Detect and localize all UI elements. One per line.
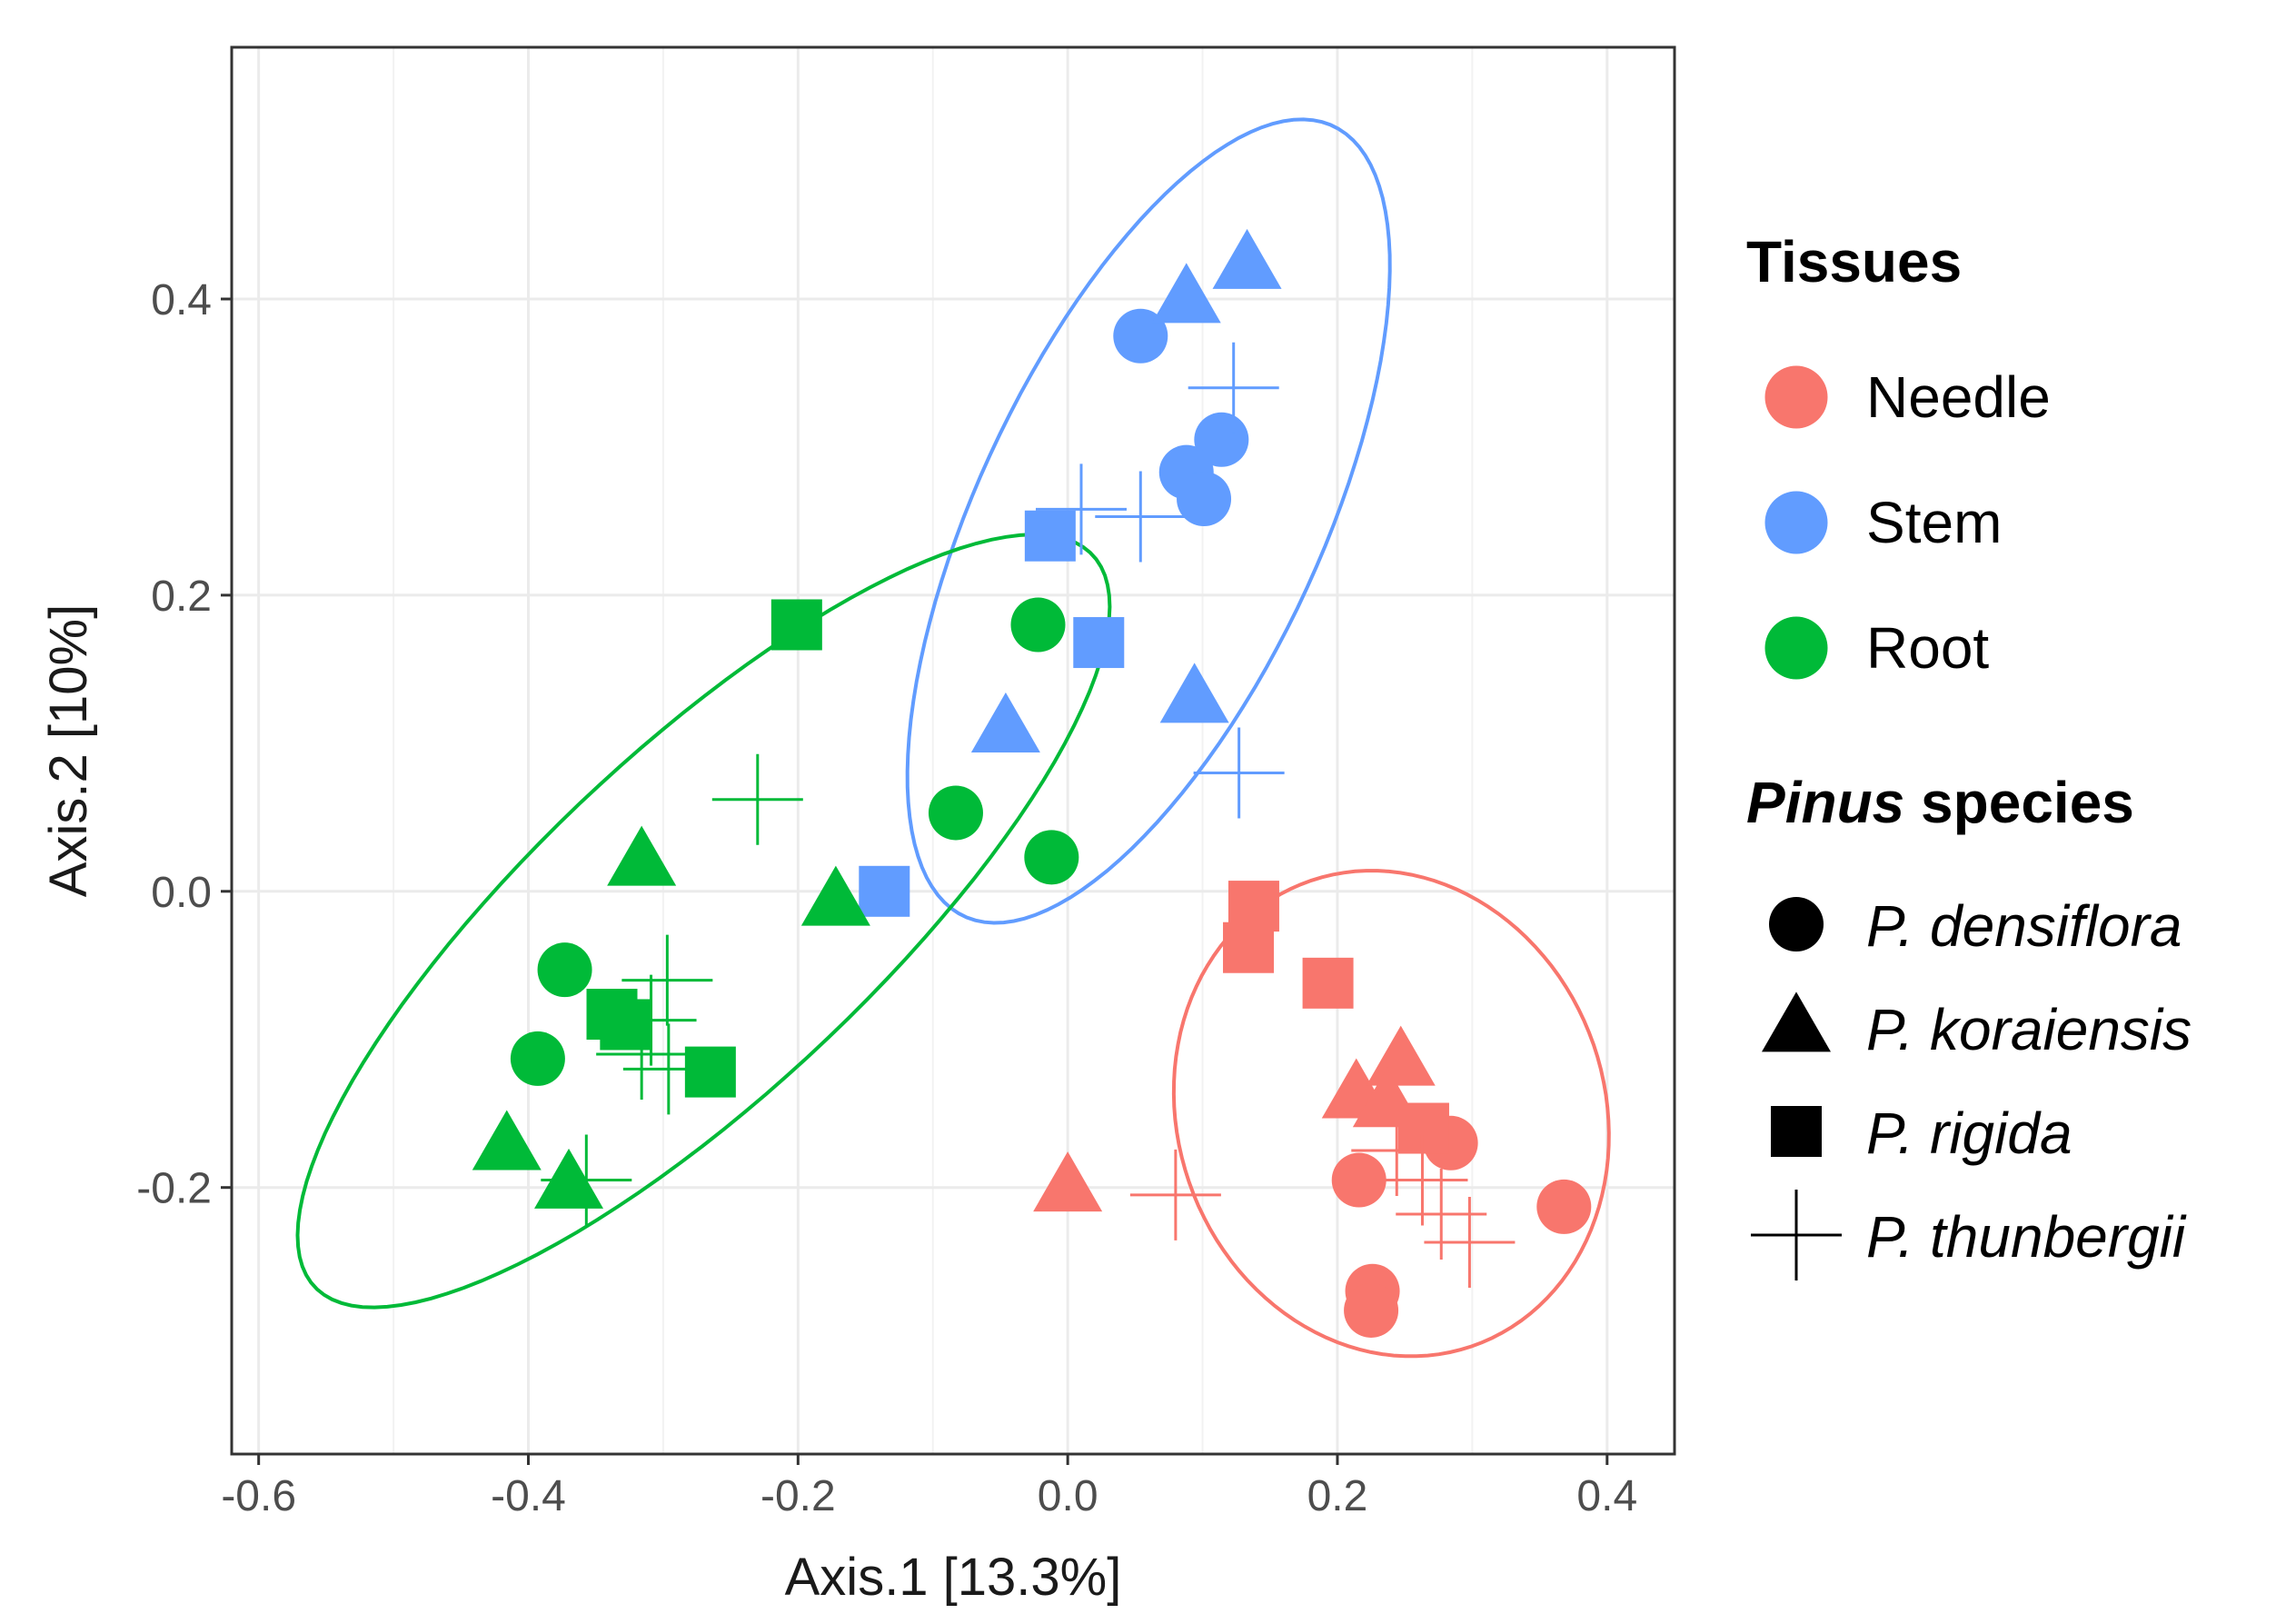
point-needle-rigida [1223, 922, 1275, 973]
x-tick-label: -0.6 [221, 1472, 296, 1520]
panel-background [232, 47, 1675, 1454]
point-root-koraiensis [472, 1110, 542, 1171]
y-axis-title: Axis.2 [10%] [39, 604, 98, 897]
point-needle-koraiensis [1366, 1025, 1436, 1086]
point-stem-densiflora [1177, 471, 1232, 526]
panel-border [230, 45, 1676, 1456]
point-needle-rigida [1302, 957, 1354, 1009]
legend-label-thunbergii: P. thunbergii [1866, 1204, 2187, 1270]
x-axis-title: Axis.1 [13.3%] [785, 1548, 1122, 1607]
point-root-thunbergii [621, 934, 713, 1026]
legend-label-rigida: P. rigida [1866, 1101, 2072, 1166]
legend-key-densiflora [1769, 897, 1824, 951]
plot-panel [232, 47, 1675, 1454]
legend-key-stem [1764, 491, 1828, 554]
point-needle-densiflora [1536, 1179, 1592, 1234]
legend-title-species: Pinus species [1746, 770, 2134, 835]
legend-key-rigida [1771, 1106, 1822, 1157]
legend-key-thunbergii [1751, 1190, 1842, 1280]
point-root-rigida [684, 1046, 736, 1098]
legend-label-root: Root [1866, 615, 1989, 681]
point-root-densiflora [928, 785, 983, 841]
point-stem-koraiensis [1151, 263, 1221, 324]
x-tick-label: 0.4 [1576, 1472, 1637, 1520]
ellipse-needle [1171, 869, 1611, 1359]
data-points [472, 228, 1592, 1338]
point-root-densiflora [510, 1031, 565, 1086]
point-stem-thunbergii [1035, 463, 1127, 555]
legend-label-densiflora: P. densiflora [1866, 893, 2182, 959]
point-needle-thunbergii [1396, 1169, 1487, 1260]
x-tick-label: 0.0 [1038, 1472, 1098, 1520]
point-stem-koraiensis [970, 692, 1040, 752]
y-tick-label: 0.0 [151, 869, 212, 917]
point-needle-densiflora [1344, 1282, 1399, 1338]
legend-label-koraiensis: P. koraiensis [1866, 997, 2192, 1062]
point-root-thunbergii [541, 1134, 632, 1226]
point-stem-koraiensis [1159, 663, 1229, 723]
point-root-densiflora [1024, 830, 1079, 885]
legend-key-needle [1764, 365, 1828, 429]
y-tick-label: 0.2 [151, 573, 212, 621]
point-root-rigida [600, 999, 651, 1051]
x-tick-label: -0.2 [760, 1472, 836, 1520]
point-root-thunbergii [622, 1023, 714, 1115]
point-stem-thunbergii [1193, 727, 1285, 819]
point-stem-thunbergii [1095, 471, 1187, 563]
point-stem-koraiensis [1212, 228, 1282, 289]
point-stem-rigida [1024, 510, 1076, 562]
axes: -0.6 -0.4 -0.2 0.0 0.2 0.4 -0.2 0.0 0.2 0.4 Axis.1… [39, 45, 1676, 1607]
legend: Tissues Needle Stem Root Pinus species P. den… [1746, 229, 2192, 1280]
point-stem-densiflora [1194, 412, 1249, 467]
legend-title-tissues: Tissues [1746, 229, 1962, 294]
point-needle-thunbergii [1377, 1134, 1468, 1226]
point-root-thunbergii [596, 1009, 688, 1101]
legend-key-koraiensis [1762, 991, 1831, 1052]
point-needle-thunbergii [1129, 1149, 1221, 1240]
x-tick-label: 0.2 [1307, 1472, 1368, 1520]
point-root-densiflora [1010, 597, 1066, 653]
point-root-densiflora [537, 942, 592, 998]
y-tick-label: -0.2 [136, 1165, 212, 1213]
point-needle-densiflora [1331, 1152, 1387, 1208]
y-tick-label: 0.4 [151, 276, 212, 324]
point-stem-rigida [859, 865, 910, 917]
point-stem-thunbergii [1188, 342, 1279, 433]
point-root-rigida [770, 599, 822, 651]
point-root-koraiensis [607, 825, 677, 886]
point-root-koraiensis [800, 865, 870, 926]
point-root-thunbergii [711, 753, 803, 845]
legend-label-stem: Stem [1866, 490, 2002, 555]
point-needle-koraiensis [1033, 1151, 1103, 1212]
legend-label-needle: Needle [1866, 364, 2051, 430]
legend-key-root [1764, 616, 1828, 680]
point-stem-rigida [1073, 617, 1125, 669]
point-needle-thunbergii [1424, 1196, 1516, 1288]
ellipse-stem [905, 117, 1392, 925]
point-root-thunbergii [605, 974, 697, 1066]
x-tick-label: -0.4 [491, 1472, 566, 1520]
